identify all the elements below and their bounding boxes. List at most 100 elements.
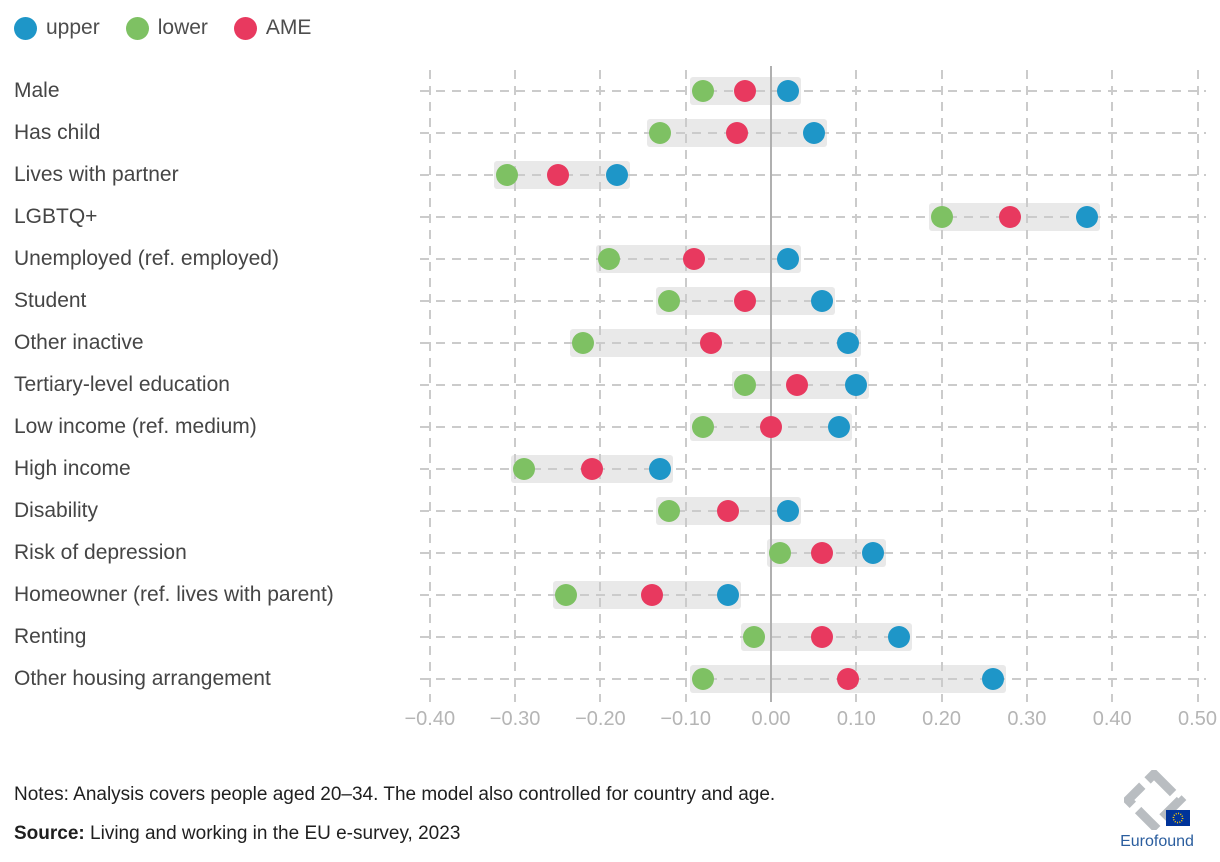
legend-item-upper: upper — [14, 16, 100, 40]
eu-flag-icon — [1166, 810, 1190, 826]
plot-area: −0.40 −0.30 −0.20 −0.10 0.00 0.10 0.20 0.30 0.40… — [405, 66, 1217, 730]
ame-dot — [700, 332, 723, 354]
ame-dot — [785, 374, 808, 396]
upper-dot — [777, 500, 800, 522]
category-label: Other inactive — [14, 331, 144, 354]
x-gridline — [1196, 70, 1199, 702]
category-label: Disability — [14, 499, 99, 522]
category-label: Student — [14, 289, 87, 312]
x-tick-label: 0.00 — [751, 708, 791, 730]
ame-dot — [640, 584, 663, 606]
category-labels: Male Has child Lives with partner LGBTQ+ Une… — [14, 70, 414, 702]
chart-legend: upper lower AME — [14, 16, 311, 40]
lower-dot — [742, 626, 765, 648]
eurofound-wordmark: Eurofound — [1120, 833, 1194, 850]
legend-upper-dot-icon — [14, 16, 37, 40]
x-gridline — [684, 70, 687, 702]
category-label: Male — [14, 79, 60, 102]
lower-dot — [768, 542, 791, 564]
lower-dot — [691, 416, 714, 438]
category-label: Risk of depression — [14, 541, 187, 564]
x-tick-label: 0.30 — [1007, 708, 1047, 730]
upper-dot — [828, 416, 851, 438]
eurofound-logo: Eurofound — [1118, 767, 1196, 850]
x-tick-label: −0.30 — [489, 708, 541, 730]
y-gridline — [420, 468, 1206, 470]
x-tick-label: −0.20 — [575, 708, 626, 730]
lower-dot — [734, 374, 757, 396]
category-label: Other housing arrangement — [14, 667, 271, 690]
lower-dot — [930, 206, 953, 228]
source-text: Living and working in the EU e-survey, 2… — [84, 823, 461, 844]
upper-dot — [862, 542, 885, 564]
upper-dot — [777, 80, 800, 102]
category-label: LGBTQ+ — [14, 205, 98, 228]
eurofound-diamond-icon — [1121, 767, 1190, 833]
lower-dot — [512, 458, 535, 480]
y-gridline — [420, 426, 1206, 428]
ame-dot — [998, 206, 1021, 228]
chart-source: Source: Living and working in the EU e-s… — [14, 823, 460, 845]
ame-dot — [725, 122, 748, 144]
x-tick-label: 0.50 — [1178, 708, 1217, 730]
lower-dot — [691, 668, 714, 690]
ame-dot — [811, 542, 834, 564]
category-label: Low income (ref. medium) — [14, 415, 257, 438]
x-tick-label: 0.20 — [922, 708, 962, 730]
x-gridline — [599, 70, 602, 702]
lower-dot — [657, 500, 680, 522]
x-gridline — [1111, 70, 1114, 702]
chart-notes: Notes: Analysis covers people aged 20–34… — [14, 784, 776, 805]
ame-dot — [734, 80, 757, 102]
x-tick-label: 0.10 — [836, 708, 876, 730]
legend-label-lower: lower — [157, 16, 208, 39]
lower-dot — [572, 332, 595, 354]
ame-dot — [734, 290, 757, 312]
lower-dot — [691, 80, 714, 102]
ame-dot — [836, 668, 859, 690]
ame-dot — [580, 458, 603, 480]
legend-item-lower: lower — [125, 16, 208, 40]
x-tick-label: −0.40 — [404, 708, 456, 730]
category-label: Tertiary-level education — [14, 373, 230, 396]
category-label: Homeowner (ref. lives with parent) — [14, 583, 334, 606]
upper-dot — [981, 668, 1004, 690]
y-gridline — [420, 594, 1206, 596]
source-label: Source: — [14, 823, 85, 844]
upper-dot — [802, 122, 825, 144]
y-gridline — [420, 384, 1206, 386]
upper-dot — [836, 332, 859, 354]
ame-dot — [546, 164, 569, 186]
ame-dot — [760, 416, 782, 438]
category-label: Lives with partner — [14, 163, 179, 186]
lower-dot — [649, 122, 672, 144]
upper-dot — [717, 584, 740, 606]
lower-dot — [657, 290, 680, 312]
y-gridline — [420, 216, 1206, 218]
y-gridline — [420, 90, 1206, 92]
category-label: Unemployed (ref. employed) — [14, 247, 279, 270]
upper-dot — [1075, 206, 1098, 228]
upper-dot — [606, 164, 629, 186]
legend-item-AME: AME — [233, 16, 312, 40]
legend-lower-dot-icon — [125, 16, 149, 40]
x-gridline — [428, 70, 431, 702]
upper-dot — [845, 374, 868, 396]
ame-dot — [683, 248, 706, 270]
x-gridline — [1025, 70, 1028, 702]
category-label: Has child — [14, 121, 101, 144]
category-label: Renting — [14, 625, 87, 648]
x-tick-label: −0.10 — [660, 708, 711, 730]
upper-dot — [649, 458, 672, 480]
legend-AME-dot-icon — [233, 16, 257, 40]
y-gridline — [420, 510, 1206, 512]
x-gridline — [940, 70, 943, 702]
upper-dot — [777, 248, 800, 270]
legend-label-upper: upper — [46, 16, 100, 39]
x-gridline — [514, 70, 517, 702]
ame-dot — [811, 626, 834, 648]
lower-dot — [495, 164, 518, 186]
lower-dot — [597, 248, 620, 270]
legend-label-AME: AME — [265, 16, 312, 39]
upper-dot — [811, 290, 834, 312]
